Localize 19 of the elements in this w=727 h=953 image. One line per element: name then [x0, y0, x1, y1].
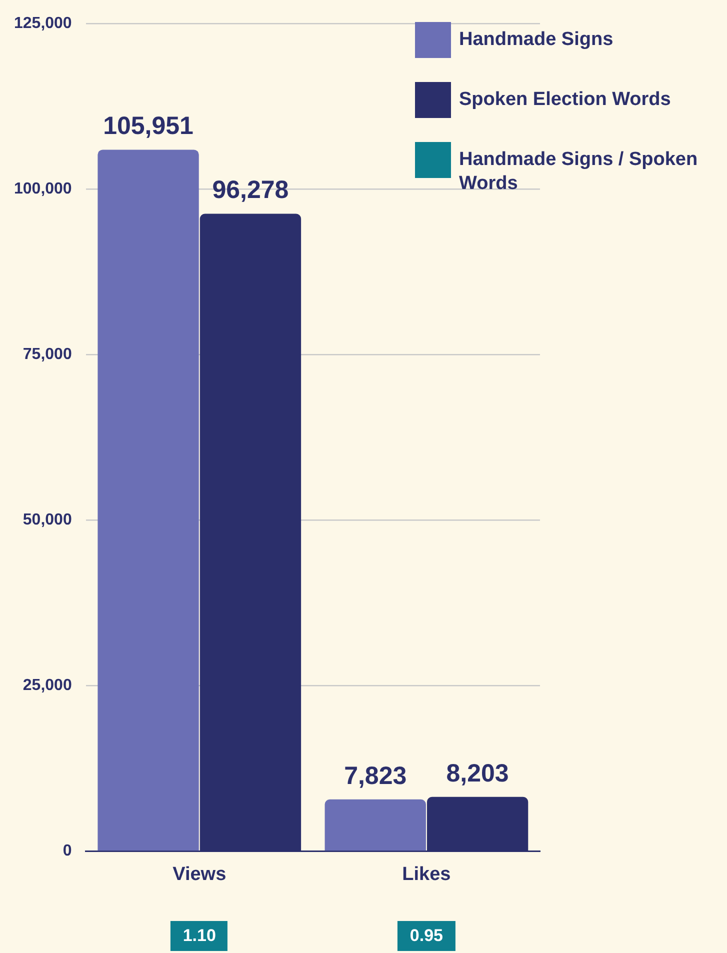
x-tick-label: Views — [172, 864, 226, 885]
y-tick-label: 25,000 — [22, 677, 72, 694]
bar — [98, 150, 199, 851]
data-label: 8,203 — [446, 759, 509, 788]
data-label: 105,951 — [103, 112, 194, 140]
y-tick-label: 50,000 — [22, 512, 72, 529]
y-tick-label: 100,000 — [14, 180, 72, 198]
bar — [324, 799, 426, 851]
data-label: 7,823 — [344, 762, 407, 790]
y-tick-label: 0 — [62, 842, 72, 860]
y-tick-label: 75,000 — [22, 346, 72, 364]
y-tick-label: 125,000 — [14, 15, 72, 32]
legend-label: Handmade Signs / Spoken Words — [459, 148, 699, 196]
text: 1.10 — [170, 921, 228, 951]
text: 0.95 — [398, 921, 455, 951]
data-label: 96,278 — [212, 176, 289, 204]
legend-label: Handmade Signs — [459, 28, 614, 52]
x-tick-label: Likes — [402, 864, 451, 885]
legend-label: Spoken Election Words — [459, 88, 671, 112]
